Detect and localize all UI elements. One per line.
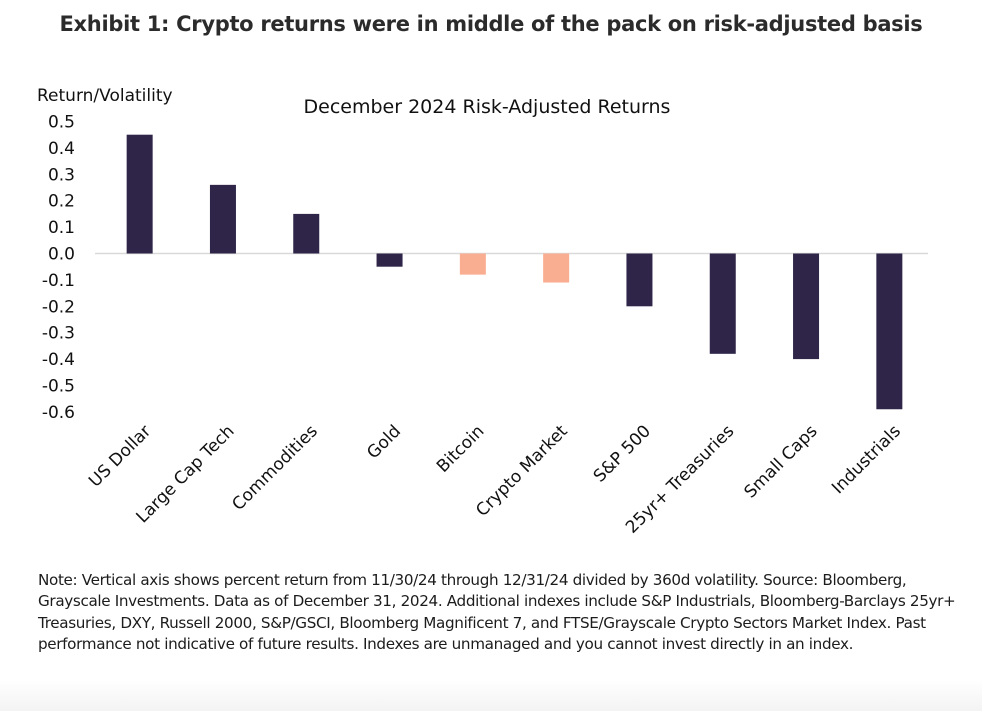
- bar-bitcoin: [459, 253, 486, 275]
- y-tick-label: 0.1: [48, 218, 75, 238]
- x-tick-label: Small Caps: [741, 421, 822, 502]
- x-tick-label: Commodities: [228, 421, 321, 514]
- bar-25yr-treasuries: [709, 253, 736, 354]
- chart-title: December 2024 Risk-Adjusted Returns: [304, 96, 671, 118]
- y-tick-label: -0.3: [42, 324, 75, 344]
- bar-chart: Return/Volatility December 2024 Risk-Adj…: [37, 86, 928, 538]
- bar-commodities: [293, 213, 320, 254]
- bar-small-caps: [793, 253, 820, 360]
- y-tick-label: -0.6: [42, 403, 75, 423]
- bar-industrials: [876, 253, 903, 410]
- bar-us-dollar: [126, 134, 153, 254]
- bar-s-p-500: [626, 253, 653, 307]
- bar-crypto-market: [543, 253, 570, 283]
- y-tick-label: 0.5: [48, 113, 75, 133]
- bar-large-cap-tech: [209, 184, 236, 254]
- x-tick-label: Industrials: [828, 421, 905, 498]
- y-tick-label: 0.4: [48, 139, 75, 159]
- y-tick-label: -0.4: [42, 350, 75, 370]
- y-tick-label: 0.2: [48, 192, 75, 212]
- y-tick-label: -0.2: [42, 297, 75, 317]
- bars-group: [126, 134, 903, 410]
- y-tick-label: -0.1: [42, 271, 75, 291]
- x-tick-label: Gold: [363, 421, 405, 463]
- y-axis-ticks: 0.5 0.4 0.3 0.2 0.1 0.0 -0.1 -0.2 -0.3 -0.4 -0.5 -0…: [42, 113, 75, 423]
- y-axis-label: Return/Volatility: [37, 86, 173, 106]
- y-tick-label: 0.0: [48, 245, 75, 265]
- footnote: Note: Vertical axis shows percent return…: [38, 571, 956, 653]
- x-tick-label: US Dollar: [85, 421, 155, 491]
- x-tick-label: Bitcoin: [433, 421, 488, 476]
- bar-gold: [376, 253, 403, 267]
- y-tick-label: 0.3: [48, 165, 75, 185]
- y-tick-label: -0.5: [42, 377, 75, 397]
- exhibit-title: Exhibit 1: Crypto returns were in middle…: [59, 12, 923, 36]
- x-tick-label: S&P 500: [590, 421, 655, 486]
